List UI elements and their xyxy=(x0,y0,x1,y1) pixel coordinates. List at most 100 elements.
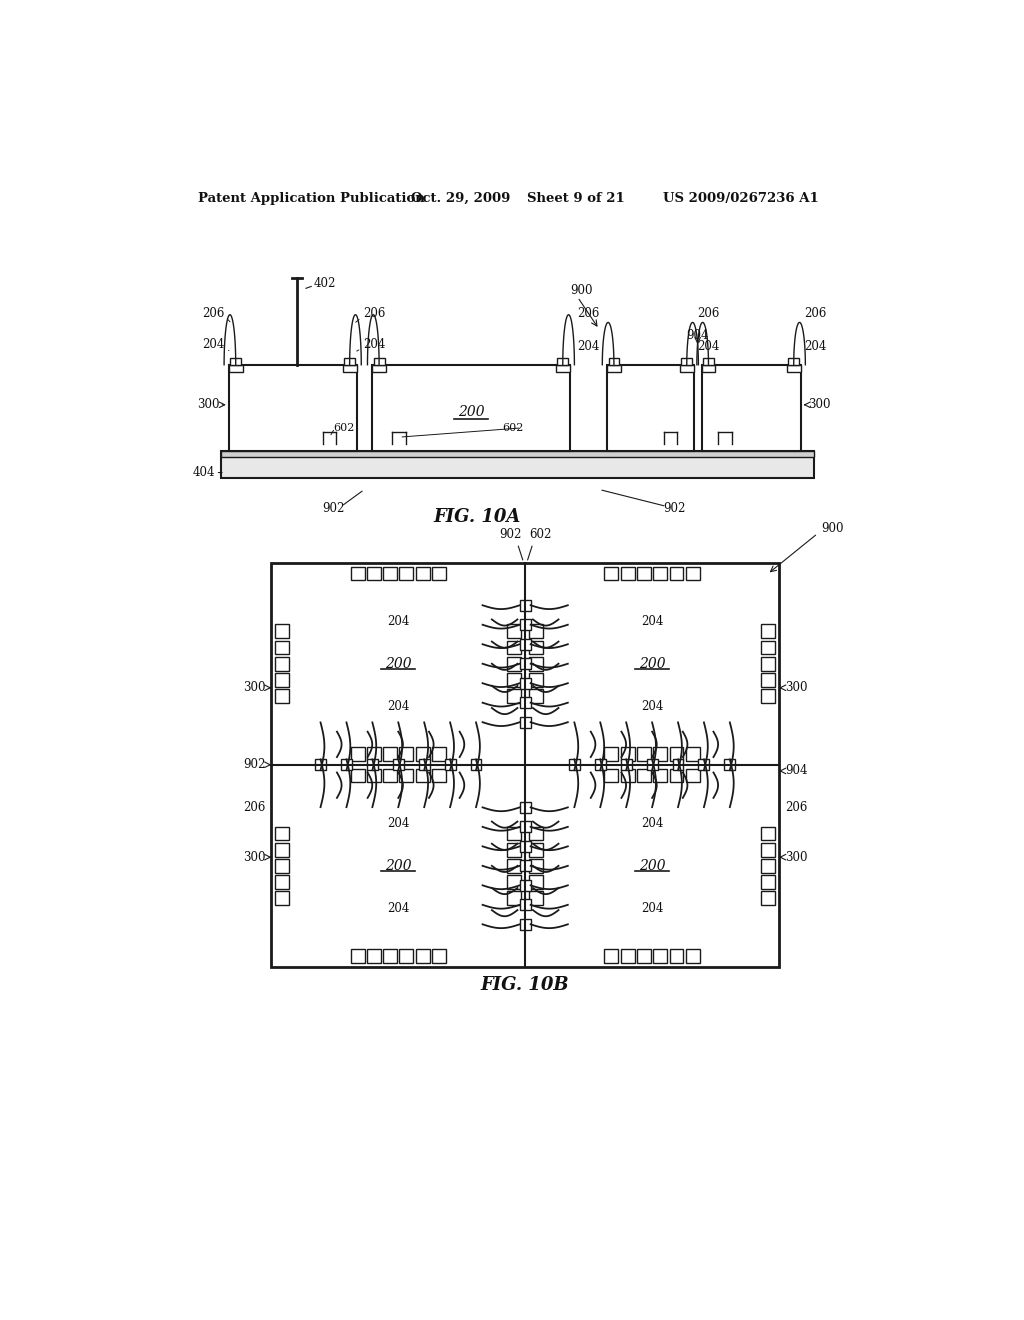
Bar xyxy=(399,566,414,581)
Bar xyxy=(520,880,530,891)
Bar xyxy=(604,949,618,964)
Bar xyxy=(367,747,381,760)
Bar xyxy=(507,859,521,873)
Text: 902: 902 xyxy=(499,528,521,541)
Bar xyxy=(670,949,683,964)
Bar xyxy=(393,759,403,770)
Text: 402: 402 xyxy=(314,277,336,289)
Bar xyxy=(637,747,651,760)
Bar xyxy=(670,747,683,760)
Bar xyxy=(416,768,430,783)
Text: Oct. 29, 2009: Oct. 29, 2009 xyxy=(411,191,510,205)
Bar xyxy=(653,949,668,964)
Bar xyxy=(681,358,692,364)
Bar xyxy=(698,759,710,770)
Bar xyxy=(761,842,775,857)
Bar xyxy=(653,747,668,760)
Bar xyxy=(275,826,289,841)
Bar xyxy=(372,364,569,451)
Text: 206: 206 xyxy=(785,801,808,813)
Bar xyxy=(761,875,775,888)
Bar xyxy=(761,657,775,671)
Text: 300: 300 xyxy=(785,681,808,694)
Bar xyxy=(383,768,397,783)
Bar xyxy=(604,566,618,581)
Bar xyxy=(680,364,693,372)
Bar xyxy=(647,759,657,770)
Bar xyxy=(529,826,543,841)
Bar xyxy=(520,803,530,813)
Text: Sheet 9 of 21: Sheet 9 of 21 xyxy=(527,191,625,205)
Bar xyxy=(788,358,799,364)
Bar xyxy=(230,358,241,364)
Text: 204: 204 xyxy=(577,339,599,352)
Bar xyxy=(653,768,668,783)
Bar xyxy=(507,826,521,841)
Bar xyxy=(341,759,352,770)
Bar xyxy=(686,566,699,581)
Bar xyxy=(507,689,521,704)
Bar xyxy=(275,842,289,857)
Bar xyxy=(367,949,381,964)
Bar xyxy=(520,677,530,689)
Text: 404: 404 xyxy=(193,466,215,479)
Text: 200: 200 xyxy=(639,657,666,671)
Bar xyxy=(367,759,378,770)
Text: 300: 300 xyxy=(809,399,830,412)
Bar xyxy=(507,657,521,671)
Bar xyxy=(703,358,714,364)
Text: 900: 900 xyxy=(821,521,844,535)
Text: 204: 204 xyxy=(805,339,827,352)
Bar xyxy=(507,640,521,655)
Bar xyxy=(350,949,365,964)
Bar xyxy=(399,768,414,783)
Text: 206: 206 xyxy=(203,308,225,321)
Bar xyxy=(520,899,530,911)
Text: FIG. 10B: FIG. 10B xyxy=(481,975,569,994)
Text: 206: 206 xyxy=(243,801,265,813)
Bar xyxy=(724,759,735,770)
Bar xyxy=(557,358,568,364)
Text: 902: 902 xyxy=(323,502,344,515)
Bar xyxy=(416,747,430,760)
Bar xyxy=(228,364,356,451)
Bar xyxy=(350,747,365,760)
Bar xyxy=(686,768,699,783)
Bar xyxy=(529,891,543,906)
Bar xyxy=(653,566,668,581)
Text: 904: 904 xyxy=(785,764,808,777)
Text: US 2009/0267236 A1: US 2009/0267236 A1 xyxy=(663,191,818,205)
Bar xyxy=(529,657,543,671)
Bar xyxy=(761,826,775,841)
Bar xyxy=(383,747,397,760)
Bar xyxy=(271,562,779,966)
Text: 206: 206 xyxy=(697,308,720,321)
Bar xyxy=(761,673,775,686)
Bar xyxy=(670,768,683,783)
Text: 200: 200 xyxy=(458,405,484,420)
Bar xyxy=(520,619,530,630)
Text: 206: 206 xyxy=(362,308,385,321)
Bar xyxy=(621,759,632,770)
Text: 902: 902 xyxy=(664,502,685,515)
Bar xyxy=(275,859,289,873)
Text: 204: 204 xyxy=(641,615,664,628)
Text: 200: 200 xyxy=(639,859,666,873)
Bar xyxy=(529,842,543,857)
Bar xyxy=(637,768,651,783)
Text: 204: 204 xyxy=(387,817,410,830)
Bar xyxy=(761,689,775,704)
Text: 902: 902 xyxy=(243,758,265,771)
Text: 206: 206 xyxy=(577,308,599,321)
Bar xyxy=(275,657,289,671)
Text: 602: 602 xyxy=(502,422,523,433)
Bar xyxy=(221,451,814,478)
Bar xyxy=(367,566,381,581)
Bar xyxy=(556,364,569,372)
Text: 200: 200 xyxy=(385,657,412,671)
Bar xyxy=(520,697,530,708)
Bar xyxy=(529,859,543,873)
Bar xyxy=(507,891,521,906)
Bar xyxy=(343,364,356,372)
Bar xyxy=(761,640,775,655)
